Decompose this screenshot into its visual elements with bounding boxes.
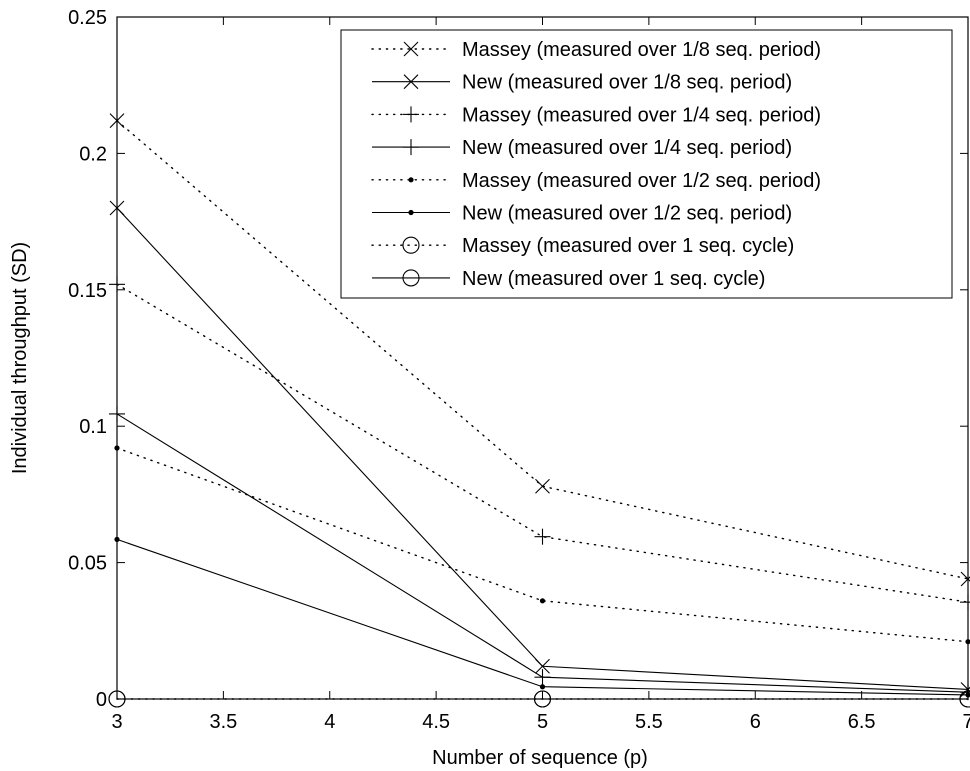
legend-label-4: New (measured over 1/4 seq. period) [462,137,792,159]
legend-marker-3 [403,106,419,123]
y-tick-label: 0.2 [79,143,107,165]
legend-label-5: Massey (measured over 1/2 seq. period) [462,170,821,192]
legend-label-7: Massey (measured over 1 seq. cycle) [462,235,794,257]
legend-marker-7 [402,236,420,254]
y-tick-label: 0.25 [68,7,107,29]
series-line-5 [116,447,969,643]
y-tick-label: 0.05 [68,553,107,575]
x-tick-label: 4 [324,711,335,733]
legend-label-3: Massey (measured over 1/4 seq. period) [462,104,821,126]
y-tick-label: 0.1 [79,416,107,438]
x-tick-label: 5 [537,711,548,733]
legend: Massey (measured over 1/8 seq. period) Ne… [340,29,953,299]
y-tick-label: 0 [96,689,107,711]
x-tick-label: 7 [962,711,970,733]
x-axis-ticks: 3 3.5 4 4.5 5 5.5 6 6.5 7 [111,17,970,733]
x-tick-label: 3 [111,711,122,733]
series-5-point [539,598,546,604]
legend-marker-8 [402,269,420,287]
x-tick-label: 6.5 [848,711,876,733]
legend-marker-5 [408,177,414,183]
x-tick-label: 4.5 [422,711,450,733]
series-6-point [539,684,546,690]
x-tick-label: 3.5 [209,711,237,733]
legend-label-2: New (measured over 1/8 seq. period) [462,72,792,94]
series-3-point [534,528,551,545]
series-1-point [535,478,550,494]
legend-label-1: Massey (measured over 1/8 seq. period) [462,39,821,61]
x-axis-title: Number of sequence (p) [432,747,648,769]
legend-marker-6 [408,209,414,216]
legend-label-8: New (measured over 1 seq. cycle) [462,268,765,290]
y-tick-label: 0.15 [68,280,107,302]
series-4-point [534,669,551,686]
legend-marker-2 [403,74,419,90]
x-tick-label: 6 [750,711,761,733]
legend-box [340,29,953,299]
x-tick-label: 5.5 [635,711,663,733]
y-axis-ticks: 0 0.05 0.1 0.15 0.2 0.25 [68,7,968,711]
y-axis-title: Individual throughput (SD) [9,242,31,474]
legend-marker-4 [403,139,419,156]
legend-label-6: New (measured over 1/2 seq. period) [462,203,792,225]
series-2-point [535,658,550,674]
legend-marker-1 [403,41,419,57]
